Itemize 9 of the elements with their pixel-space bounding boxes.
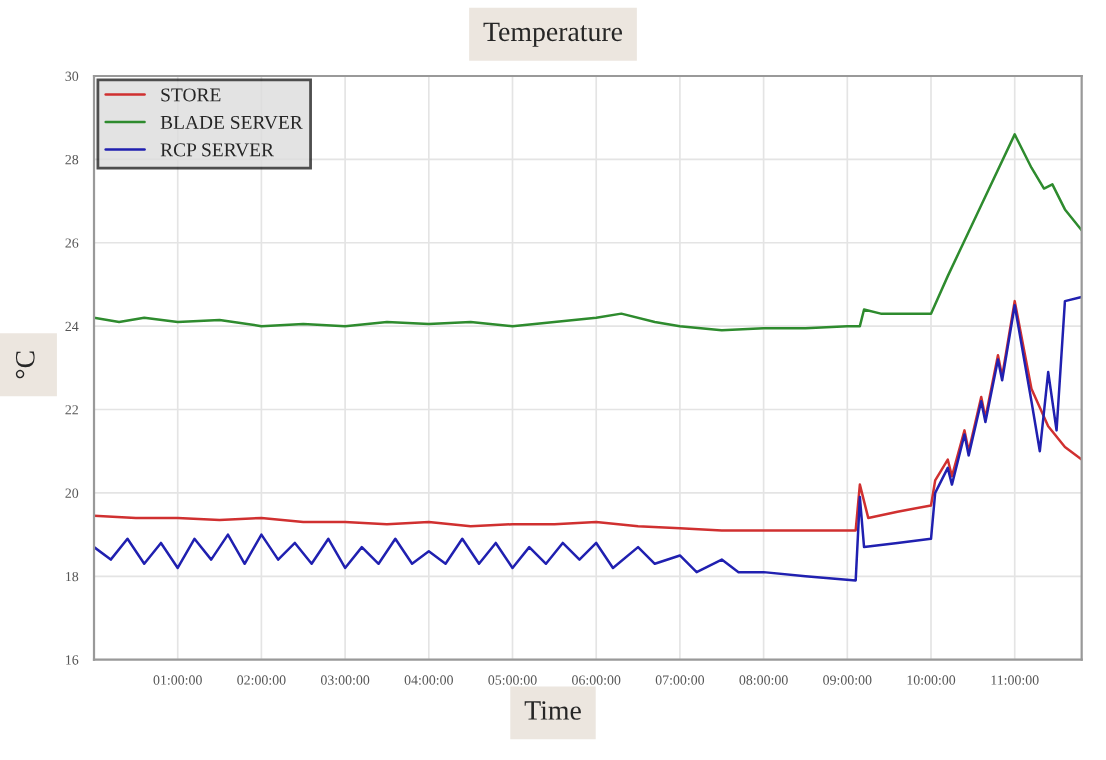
y-axis-title: °C	[15, 351, 35, 379]
x-axis-title: Time	[524, 701, 581, 720]
line-series	[94, 133, 1082, 332]
line-series	[94, 295, 1082, 582]
legend-label: BLADE SERVER	[160, 115, 303, 130]
legend-label: STORE	[161, 88, 221, 102]
line-series	[94, 299, 1082, 532]
chart-title: Temperature	[483, 22, 623, 47]
legend-label: RCP SERVER	[160, 143, 274, 157]
